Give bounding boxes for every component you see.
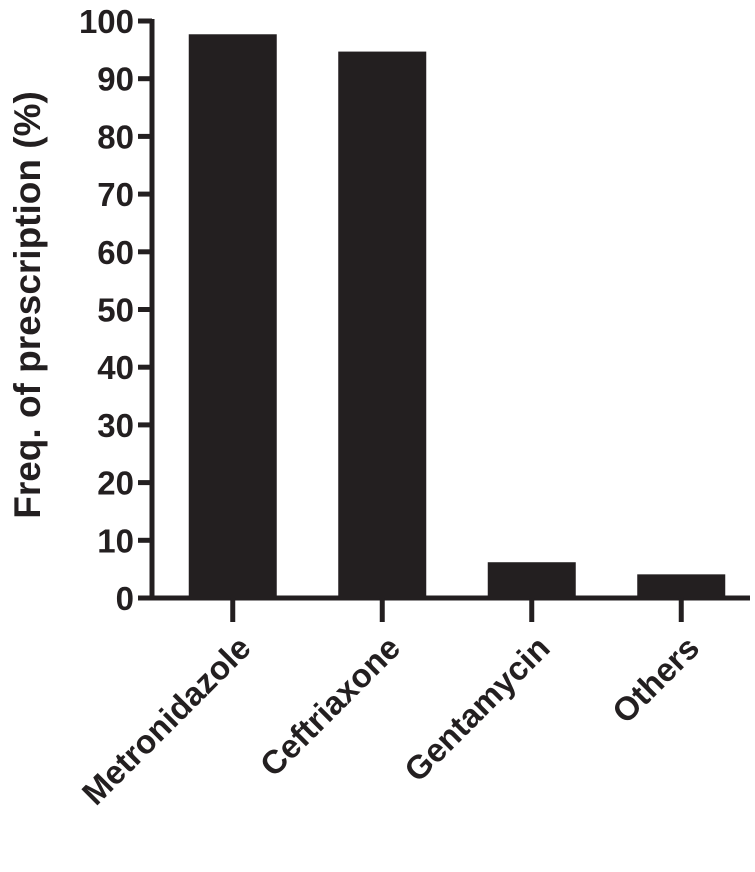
y-tick-label: 70: [97, 176, 134, 213]
x-tick-label: Metronidazole: [75, 629, 258, 812]
y-tick-label: 20: [97, 465, 134, 502]
bar: [188, 34, 277, 599]
y-tick-label: 10: [97, 522, 134, 559]
bar: [487, 562, 576, 598]
x-tick-label: Ceftriaxone: [253, 629, 408, 784]
x-tick-label: Others: [605, 629, 706, 730]
y-axis: 0 10 20 30 40 50 60 70 80 90 100: [79, 3, 155, 617]
bar: [338, 51, 427, 599]
y-tick-label: 40: [97, 349, 134, 386]
y-tick-label: 100: [79, 3, 134, 40]
y-tick-label: 30: [97, 407, 134, 444]
y-tick-label: 80: [97, 118, 134, 155]
bar: [637, 574, 726, 598]
y-tick-label: 0: [116, 580, 134, 617]
y-tick-label: 60: [97, 234, 134, 271]
y-axis-title: Freq. of prescription (%): [7, 91, 48, 519]
bars: [188, 34, 726, 599]
y-tick-label: 50: [97, 292, 134, 329]
y-tick-label: 90: [97, 61, 134, 98]
x-tick-label: Gentamycin: [397, 629, 557, 789]
